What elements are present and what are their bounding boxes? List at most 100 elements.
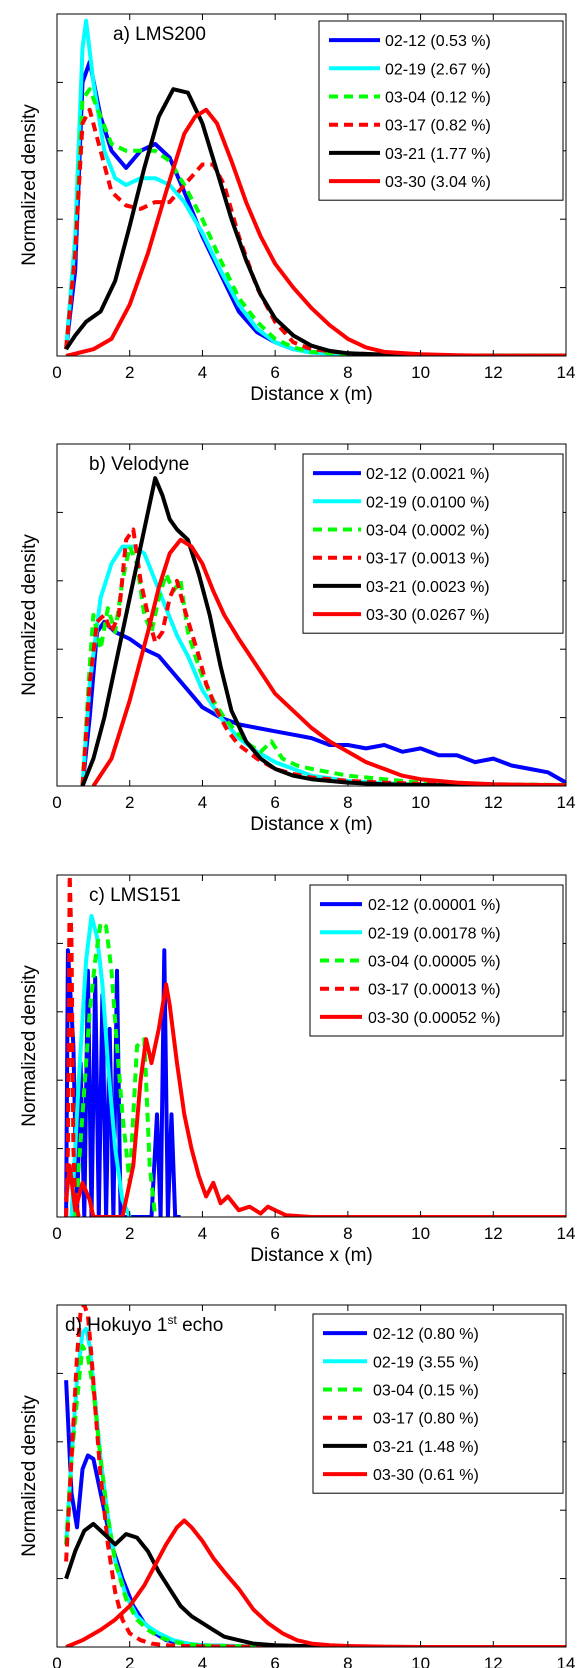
x-tick-label: 14 xyxy=(557,793,576,812)
legend-entry: 03-04 (0.15 %) xyxy=(373,1383,479,1400)
x-tick-label: 10 xyxy=(411,363,430,382)
panel-title-suffix: echo xyxy=(177,1315,223,1336)
x-tick-label: 12 xyxy=(484,363,503,382)
series-group xyxy=(64,1305,566,1647)
x-tick-label: 14 xyxy=(557,1224,576,1243)
panel-title: c) LMS151 xyxy=(89,885,181,906)
x-tick-label: 10 xyxy=(411,793,430,812)
panel-title: a) LMS200 xyxy=(113,24,206,45)
x-tick-label: 4 xyxy=(198,793,207,812)
x-tick-label: 10 xyxy=(411,1654,430,1668)
x-axis-label: Distance x (m) xyxy=(250,1245,372,1266)
series-group xyxy=(64,18,566,356)
series-line-3 xyxy=(73,920,158,1217)
x-tick-label: 8 xyxy=(343,793,352,812)
panel-title-superscript: st xyxy=(167,1313,177,1327)
x-tick-label: 0 xyxy=(52,1224,61,1243)
legend: 02-12 (0.0021 %) 02-19 (0.0100 %) 03-04 (0… xyxy=(302,453,564,634)
legend-entry: 03-04 (0.0002 %) xyxy=(366,523,490,540)
legend-entry: 02-19 (3.55 %) xyxy=(373,1354,479,1371)
legend-entry: 03-04 (0.00005 %) xyxy=(368,954,501,971)
x-tick-label: 14 xyxy=(557,363,576,382)
axes-frame xyxy=(56,1304,567,1648)
x-axis-label: Distance x (m) xyxy=(250,384,372,405)
y-axis-label: Normalized density xyxy=(19,534,40,696)
x-axis-label: Distance x (m) xyxy=(250,814,372,835)
legend-entry: 03-30 (0.0267 %) xyxy=(366,607,490,624)
series-line-5 xyxy=(64,982,566,1217)
x-tick-label: 12 xyxy=(484,1654,503,1668)
x-tick-label: 2 xyxy=(125,1224,134,1243)
x-tick-label: 2 xyxy=(125,363,134,382)
x-tick-label: 2 xyxy=(125,1654,134,1668)
series-line-5 xyxy=(80,476,566,786)
y-axis-label: Normalized density xyxy=(19,1395,40,1557)
legend-entry: 03-30 (0.61 %) xyxy=(373,1467,479,1484)
legend: 02-12 (0.53 %) 02-19 (2.67 %) 03-04 (0.12 … xyxy=(318,20,564,201)
x-tick-label: 0 xyxy=(52,363,61,382)
x-tick-label: 0 xyxy=(52,1654,61,1668)
x-tick-label: 2 xyxy=(125,793,134,812)
series-group xyxy=(80,476,566,786)
x-tick-label: 0 xyxy=(52,793,61,812)
legend-entry: 03-17 (0.82 %) xyxy=(385,118,491,135)
x-tick-label: 8 xyxy=(343,1654,352,1668)
x-tick-label: 10 xyxy=(411,1224,430,1243)
legend-box xyxy=(302,453,564,634)
axes-frame xyxy=(56,874,567,1218)
legend-entry: 02-19 (0.00178 %) xyxy=(368,925,501,942)
series-line-4 xyxy=(64,1305,566,1647)
series-line-3 xyxy=(80,544,566,786)
x-tick-label: 12 xyxy=(484,793,503,812)
chart-panel-1: 0 2 4 6 8 10 12 14 Distance x (m) Normalized dens… xyxy=(19,13,576,405)
legend-entry: 03-17 (0.0013 %) xyxy=(366,551,490,568)
series-line-1 xyxy=(80,619,566,786)
y-axis-label: Normalized density xyxy=(19,104,40,266)
x-tick-label: 6 xyxy=(270,1654,279,1668)
axes-frame xyxy=(56,13,567,357)
x-tick-label: 4 xyxy=(198,1224,207,1243)
series-group xyxy=(64,875,566,1217)
legend-entry: 02-12 (0.00001 %) xyxy=(368,897,501,914)
legend-entry: 02-12 (0.53 %) xyxy=(385,33,491,50)
x-tick-label: 6 xyxy=(270,363,279,382)
legend-entry: 03-17 (0.00013 %) xyxy=(368,982,501,999)
panel-title: b) Velodyne xyxy=(89,454,189,475)
series-line-5 xyxy=(64,87,566,356)
legend-entry: 03-21 (1.77 %) xyxy=(385,146,491,163)
legend: 02-12 (0.80 %) 02-19 (3.55 %) 03-04 (0.15 … xyxy=(312,1313,564,1494)
legend-entry: 02-19 (0.0100 %) xyxy=(366,494,490,511)
x-tick-label: 14 xyxy=(557,1654,576,1668)
chart-panel-3: 0 2 4 6 8 10 12 14 Distance x (m) Normalized dens… xyxy=(19,874,576,1266)
legend-entry: 03-04 (0.12 %) xyxy=(385,90,491,107)
chart-panel-2: 0 2 4 6 8 10 12 14 Distance x (m) Normalized dens… xyxy=(19,443,576,835)
legend-entry: 02-12 (0.80 %) xyxy=(373,1326,479,1343)
x-tick-label: 4 xyxy=(198,363,207,382)
x-tick-label: 8 xyxy=(343,363,352,382)
legend-entry: 03-21 (1.48 %) xyxy=(373,1439,479,1456)
panel-title: d) Hokuyo 1st echo xyxy=(65,1313,223,1336)
series-line-6 xyxy=(65,107,566,356)
axes-frame xyxy=(56,443,567,787)
x-tick-label: 8 xyxy=(343,1224,352,1243)
legend-entry: 02-19 (2.67 %) xyxy=(385,61,491,78)
series-line-6 xyxy=(65,1518,566,1647)
series-line-3 xyxy=(64,1344,566,1647)
legend-entry: 02-12 (0.0021 %) xyxy=(366,466,490,483)
legend-box xyxy=(318,20,564,201)
x-tick-label: 6 xyxy=(270,793,279,812)
x-tick-label: 4 xyxy=(198,1654,207,1668)
y-axis-label: Normalized density xyxy=(19,965,40,1127)
legend-box xyxy=(312,1313,564,1494)
legend: 02-12 (0.00001 %) 02-19 (0.00178 %) 03-04 … xyxy=(309,884,564,1037)
series-line-6 xyxy=(91,537,566,786)
legend-entry: 03-17 (0.80 %) xyxy=(373,1411,479,1428)
series-line-5 xyxy=(64,1521,566,1647)
legend-entry: 03-30 (0.00052 %) xyxy=(368,1010,501,1027)
x-tick-label: 12 xyxy=(484,1224,503,1243)
legend-entry: 03-30 (3.04 %) xyxy=(385,174,491,191)
x-tick-label: 6 xyxy=(270,1224,279,1243)
series-line-2 xyxy=(69,914,132,1217)
